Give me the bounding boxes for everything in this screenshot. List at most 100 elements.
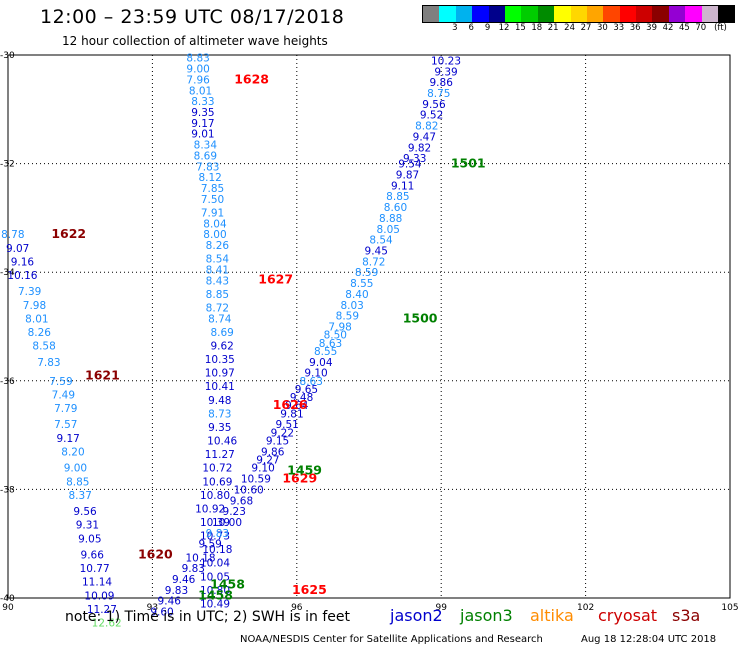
scale-label: 15 (514, 23, 526, 33)
wave-height-value: 8.41 (206, 264, 229, 276)
wave-height-value: 7.39 (18, 286, 41, 298)
wave-height-value: 9.83 (182, 563, 205, 575)
wave-height-value: 9.04 (309, 357, 333, 369)
scale-swatch-12 (619, 6, 637, 22)
wave-height-value: 8.37 (69, 490, 92, 502)
wave-height-value: 9.33 (403, 153, 426, 165)
wave-height-value: 8.54 (206, 254, 230, 266)
wave-height-value: 8.00 (203, 229, 226, 241)
wave-height-value: 9.10 (251, 463, 274, 475)
wave-height-value: 9.68 (230, 495, 253, 507)
map-title: 12:00 – 23:59 UTC 08/17/2018 (40, 6, 345, 28)
wave-height-value: 9.11 (391, 180, 414, 192)
wave-height-value: 7.83 (37, 357, 60, 369)
scale-swatch-9 (570, 6, 587, 22)
scale-swatch-11 (603, 6, 620, 22)
wave-height-value: 9.48 (290, 392, 313, 404)
scale-swatch-10 (586, 6, 604, 22)
wave-height-value: 9.82 (408, 142, 431, 154)
wave-height-value: 8.01 (25, 313, 48, 325)
wave-height-value: 10.77 (80, 563, 110, 575)
wave-height-value: 9.00 (186, 64, 209, 76)
wave-height-value: 8.33 (191, 96, 214, 108)
wave-height-value: 10.18 (202, 544, 232, 556)
wave-height-value: 10.49 (200, 598, 230, 610)
wave-height-value: 7.96 (186, 74, 210, 86)
wave-height-value: 8.85 (386, 191, 409, 203)
wave-height-value: 7.83 (196, 161, 219, 173)
pass-time-label: 1500 (403, 310, 438, 325)
scale-label: 24 (564, 23, 576, 33)
wave-height-value: 9.64 (285, 400, 309, 412)
wave-height-value: 8.59 (355, 267, 378, 279)
wave-height-value: 8.72 (362, 256, 385, 268)
pass-time-label: 1620 (138, 547, 173, 562)
wave-height-value: 8.40 (345, 289, 368, 301)
lon-tick-label: 99 (435, 603, 447, 613)
map-subtitle: 12 hour collection of altimeter wave hei… (62, 34, 328, 48)
wave-height-value: 10.23 (431, 55, 461, 67)
wave-height-value: 8.03 (340, 300, 363, 312)
wave-height-value: 9.15 (266, 436, 289, 448)
wave-height-value: 7.91 (201, 207, 224, 219)
wave-height-value: 10.80 (200, 585, 230, 597)
scale-label: 18 (531, 23, 543, 33)
lon-tick-label: 105 (721, 603, 738, 613)
wave-height-value: 9.17 (56, 433, 79, 445)
scale-label: 12 (498, 23, 510, 33)
wave-height-value: 7.79 (54, 403, 77, 415)
lat-tick-label: -32 (0, 160, 15, 170)
wave-height-value: 11.27 (87, 604, 117, 616)
scale-swatch-0 (423, 6, 440, 22)
wave-height-value: 9.51 (275, 419, 298, 431)
wave-height-value: 8.78 (1, 229, 24, 241)
pass-time-label: 1458 (210, 576, 245, 591)
wave-height-value: 9.00 (64, 463, 87, 475)
lat-tick-label: -40 (0, 594, 15, 604)
wave-height-value: 9.86 (430, 77, 454, 89)
scale-label: 6 (468, 23, 474, 33)
wave-height-value: 7.59 (49, 376, 72, 388)
wave-height-value: 8.74 (208, 313, 232, 325)
lon-tick-label: 102 (577, 603, 594, 613)
footer-timestamp: Aug 18 12:28:04 UTC 2018 (581, 634, 717, 645)
lon-tick-label: 93 (147, 603, 158, 613)
lon-tick-label: 96 (291, 603, 303, 613)
wave-height-value: 10.72 (202, 463, 232, 475)
scale-swatch-3 (472, 6, 489, 22)
scale-swatch-13 (636, 6, 653, 22)
wave-height-value: 10.16 (7, 270, 37, 282)
wave-height-value: 10.05 (200, 571, 230, 583)
wave-height-value: 8.43 (206, 275, 229, 287)
scale-unit: (ft) (714, 23, 727, 33)
wave-height-value: 9.87 (396, 169, 419, 181)
scale-label: 3 (452, 23, 458, 33)
wave-height-value: 9.05 (78, 533, 101, 545)
legend-altika: altika (530, 606, 574, 625)
wave-height-value: 7.98 (328, 322, 351, 334)
legend-jason3: jason3 (460, 606, 513, 625)
wave-height-value: 9.45 (365, 245, 388, 257)
wave-height-value: 9.83 (206, 528, 229, 540)
wave-height-value: 9.22 (271, 427, 294, 439)
wave-height-value: 8.58 (32, 341, 55, 353)
scale-swatch-17 (701, 6, 719, 22)
wave-height-value: 9.59 (198, 539, 221, 551)
wave-height-value: 9.60 (150, 607, 173, 619)
scale-label: 70 (695, 23, 707, 33)
wave-height-value: 10.04 (200, 558, 230, 570)
wave-height-value: 9.56 (422, 99, 446, 111)
wave-height-value: 10.59 (241, 474, 271, 486)
wave-height-value: 10.73 (200, 531, 230, 543)
wave-height-value: 9.46 (172, 574, 196, 586)
scale-swatch-1 (439, 6, 456, 22)
scale-label: 39 (646, 23, 658, 33)
wave-height-value: 9.35 (208, 422, 231, 434)
wave-height-value: 9.65 (295, 384, 318, 396)
wave-height-value: 9.35 (191, 107, 214, 119)
wave-height-value: 8.05 (377, 224, 400, 236)
scale-swatch-18 (718, 6, 735, 22)
scale-label: 45 (678, 23, 690, 33)
wave-height-value: 9.27 (256, 455, 279, 467)
